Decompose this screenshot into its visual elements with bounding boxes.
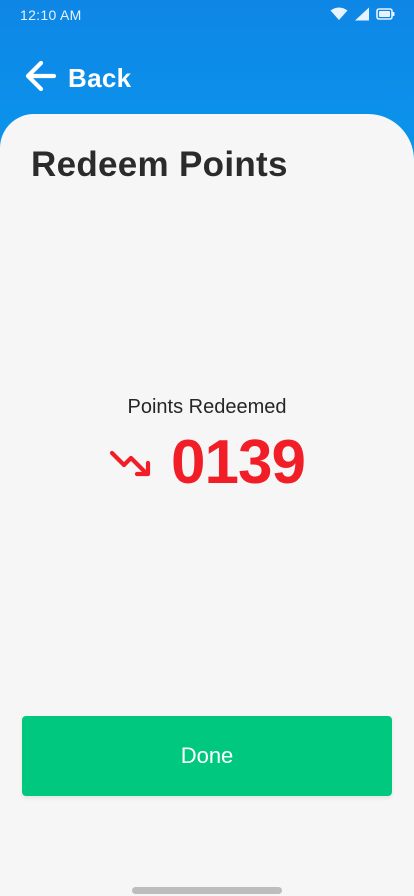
wifi-icon [330, 7, 348, 21]
status-icons [330, 7, 396, 21]
trending-down-icon [109, 446, 157, 480]
status-time: 12:10 AM [20, 7, 82, 23]
arrow-left-icon [24, 59, 58, 98]
battery-icon [376, 7, 396, 21]
points-display: 0139 [0, 428, 414, 498]
points-redeemed-label: Points Redeemed [127, 396, 287, 418]
done-button[interactable]: Done [22, 716, 392, 796]
home-indicator [132, 887, 282, 894]
signal-icon [354, 7, 370, 21]
status-bar: 12:10 AM [0, 0, 414, 32]
points-value: 0139 [171, 428, 306, 497]
back-button[interactable]: Back [24, 58, 131, 98]
page-title: Redeem Points [31, 145, 288, 184]
back-label: Back [68, 62, 132, 93]
